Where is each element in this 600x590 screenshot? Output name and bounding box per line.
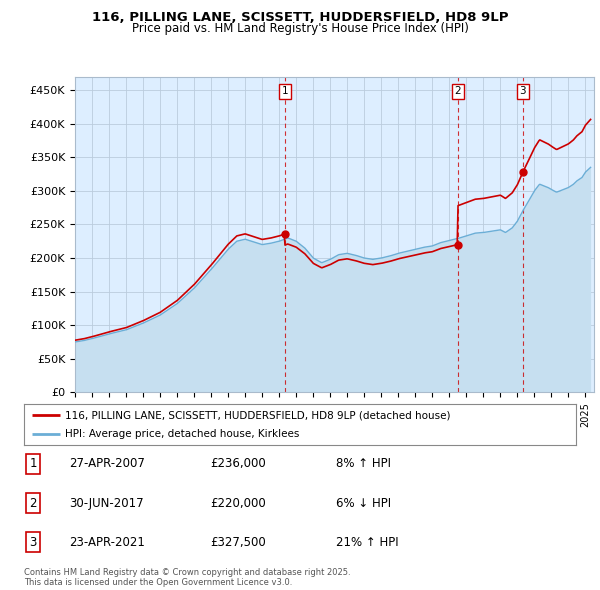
Text: 30-JUN-2017: 30-JUN-2017 — [69, 497, 143, 510]
Text: 1: 1 — [281, 86, 288, 96]
Text: £327,500: £327,500 — [210, 536, 266, 549]
Text: 2: 2 — [29, 497, 37, 510]
Text: 27-APR-2007: 27-APR-2007 — [69, 457, 145, 470]
Text: 1: 1 — [29, 457, 37, 470]
Text: 116, PILLING LANE, SCISSETT, HUDDERSFIELD, HD8 9LP: 116, PILLING LANE, SCISSETT, HUDDERSFIEL… — [92, 11, 508, 24]
Text: 8% ↑ HPI: 8% ↑ HPI — [336, 457, 391, 470]
Text: 3: 3 — [29, 536, 37, 549]
Text: HPI: Average price, detached house, Kirklees: HPI: Average price, detached house, Kirk… — [65, 430, 300, 440]
Text: Contains HM Land Registry data © Crown copyright and database right 2025.: Contains HM Land Registry data © Crown c… — [24, 568, 350, 577]
Text: Price paid vs. HM Land Registry's House Price Index (HPI): Price paid vs. HM Land Registry's House … — [131, 22, 469, 35]
Text: 3: 3 — [520, 86, 526, 96]
Text: 2: 2 — [454, 86, 461, 96]
Text: 21% ↑ HPI: 21% ↑ HPI — [336, 536, 398, 549]
Text: £236,000: £236,000 — [210, 457, 266, 470]
Text: 23-APR-2021: 23-APR-2021 — [69, 536, 145, 549]
Text: 6% ↓ HPI: 6% ↓ HPI — [336, 497, 391, 510]
Text: This data is licensed under the Open Government Licence v3.0.: This data is licensed under the Open Gov… — [24, 578, 292, 587]
Text: 116, PILLING LANE, SCISSETT, HUDDERSFIELD, HD8 9LP (detached house): 116, PILLING LANE, SCISSETT, HUDDERSFIEL… — [65, 410, 451, 420]
Text: £220,000: £220,000 — [210, 497, 266, 510]
